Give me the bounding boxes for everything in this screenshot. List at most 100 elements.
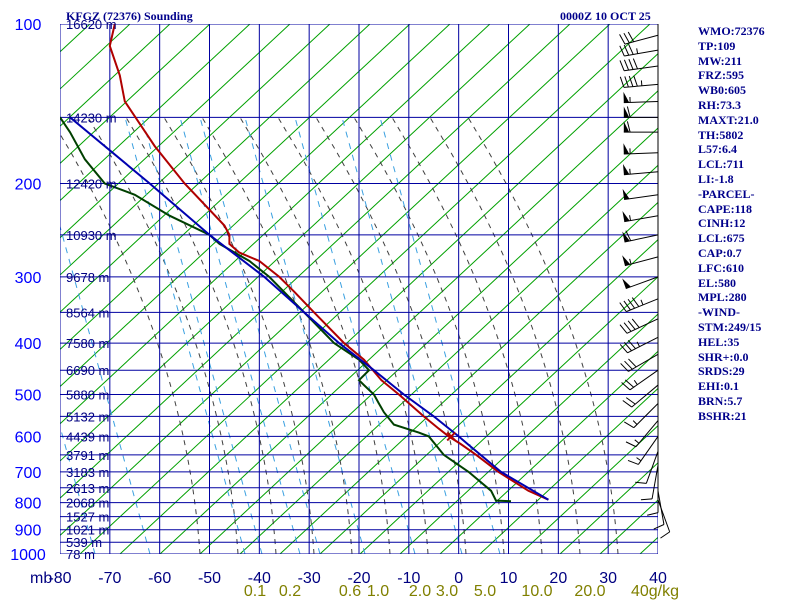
mixing-ratio-line	[199, 117, 321, 554]
pressure-tick-label: 700	[15, 465, 42, 482]
wind-barb-half	[634, 439, 640, 444]
wind-barb-staff	[624, 194, 659, 201]
wind-barb-half	[636, 457, 642, 462]
mixing-ratio-line	[294, 117, 416, 554]
wind-barb-staff	[623, 171, 659, 176]
pressure-tick-label: 600	[15, 429, 42, 446]
height-label: 78 m	[66, 547, 95, 562]
parameter-item: HEL:35	[698, 334, 740, 349]
moist-adiabat	[125, 117, 277, 554]
parameter-item: CAP:0.7	[698, 245, 742, 260]
background-lines	[60, 0, 800, 554]
wind-barb-pennant	[622, 278, 631, 289]
wind-barb-half	[636, 48, 639, 54]
parameter-item: TP:109	[698, 38, 736, 53]
profiles	[60, 24, 549, 503]
parameter-item: TH:5802	[698, 127, 744, 142]
height-label: 539 m	[66, 535, 102, 550]
dry-adiabat	[60, 24, 251, 202]
moist-adiabat	[429, 117, 581, 554]
wind-barb-flag	[631, 297, 640, 307]
wind-barb-flag	[620, 363, 629, 372]
parameter-item: FRZ:595	[698, 68, 744, 83]
wind-barb-staff	[624, 215, 659, 223]
wind-barb-staff	[627, 336, 659, 354]
wind-barb-staff	[626, 298, 659, 313]
pressure-unit-label: mb	[30, 570, 52, 587]
moist-adiabat	[277, 117, 429, 554]
wind-barb-flag	[619, 344, 628, 354]
parameter-item: -WIND-	[698, 305, 740, 320]
parameter-item: -PARCEL-	[698, 186, 755, 201]
mixing-ratio-line	[124, 117, 246, 554]
dry-adiabat	[60, 24, 331, 276]
parameter-item: CINH:12	[698, 216, 746, 231]
parameter-item: STM:249/15	[698, 319, 762, 334]
wind-barb-flag	[660, 531, 670, 539]
wind-barb-staff	[631, 384, 659, 408]
wind-barb-half	[629, 215, 632, 221]
mixing-ratio-label: 0.1	[244, 583, 266, 600]
station-title: KFGZ (72376) Sounding	[66, 9, 193, 23]
pressure-tick-label: 100	[15, 17, 42, 34]
wind-barb-half	[629, 258, 632, 265]
mixing-ratio-line	[60, 224, 151, 554]
dry-adiabat	[119, 52, 658, 554]
wind-barb-flag	[632, 58, 638, 70]
moist-adiabat	[239, 117, 391, 554]
dry-adiabat	[159, 90, 658, 554]
wind-barb-pennant	[623, 106, 630, 118]
parameter-item: WB0:605	[698, 83, 746, 98]
wind-barb-flag	[624, 421, 635, 429]
height-label: 6690 m	[66, 363, 109, 378]
wind-barb-staff	[625, 276, 659, 290]
mixing-ratio-label: 2.0	[409, 583, 431, 600]
pressure-tick-label: 300	[15, 270, 42, 287]
parameter-item: WMO:72376	[698, 24, 765, 38]
wind-barb-flag	[653, 524, 665, 530]
wind-barb-flag	[623, 59, 630, 71]
valid-time: 0000Z 10 OCT 25	[560, 9, 651, 23]
wind-barb-flag	[635, 481, 647, 484]
wind-barb-flag	[631, 318, 640, 328]
parameter-item: MPL:280	[698, 290, 747, 305]
wind-barb-staff	[624, 256, 659, 267]
mixing-ratio-line	[179, 117, 301, 554]
temperature-tick-label: -50	[198, 570, 221, 587]
dry-adiabat	[519, 424, 658, 554]
wind-barb-flag	[624, 360, 633, 370]
wind-barb-flag	[623, 300, 631, 311]
temperature-tick-label: 10	[500, 570, 518, 587]
wind-barb-flag	[623, 322, 632, 332]
wind-barb-staff	[635, 420, 659, 448]
wind-barb-staff	[623, 83, 659, 88]
wind-barb-flag	[640, 498, 653, 501]
parameter-item: CAPE:118	[698, 201, 752, 216]
dry-adiabat	[79, 24, 651, 554]
wind-barb-pennant	[623, 143, 630, 155]
temperature-tick-label: -20	[347, 570, 370, 587]
temperature-profile	[108, 24, 549, 501]
moist-adiabat	[87, 117, 239, 554]
wind-barb-pennant	[622, 231, 630, 243]
pressure-tick-label: 900	[15, 523, 42, 540]
wind-barb-flag	[627, 339, 636, 350]
mixing-ratio-label: 40g/kg	[631, 583, 679, 600]
height-label: 2068 m	[66, 496, 109, 511]
parameter-item: LFC:610	[698, 260, 744, 275]
mixing-ratio-line	[379, 117, 501, 554]
height-label: 1527 m	[66, 510, 109, 525]
parameter-item: MAXT:21.0	[698, 112, 759, 127]
dry-adiabat	[199, 127, 658, 554]
dry-adiabat	[399, 313, 658, 554]
wind-barb-flag	[619, 324, 628, 334]
height-label: 10930 m	[66, 228, 117, 243]
dry-adiabat	[760, 0, 800, 554]
temperature-tick-label: -70	[98, 570, 121, 587]
pressure-tick-label: 200	[15, 177, 42, 194]
moist-adiabat	[315, 117, 467, 554]
mixing-ratio-label: 1.0	[367, 583, 389, 600]
height-label: 4439 m	[66, 429, 109, 444]
moist-adiabat	[201, 117, 353, 554]
